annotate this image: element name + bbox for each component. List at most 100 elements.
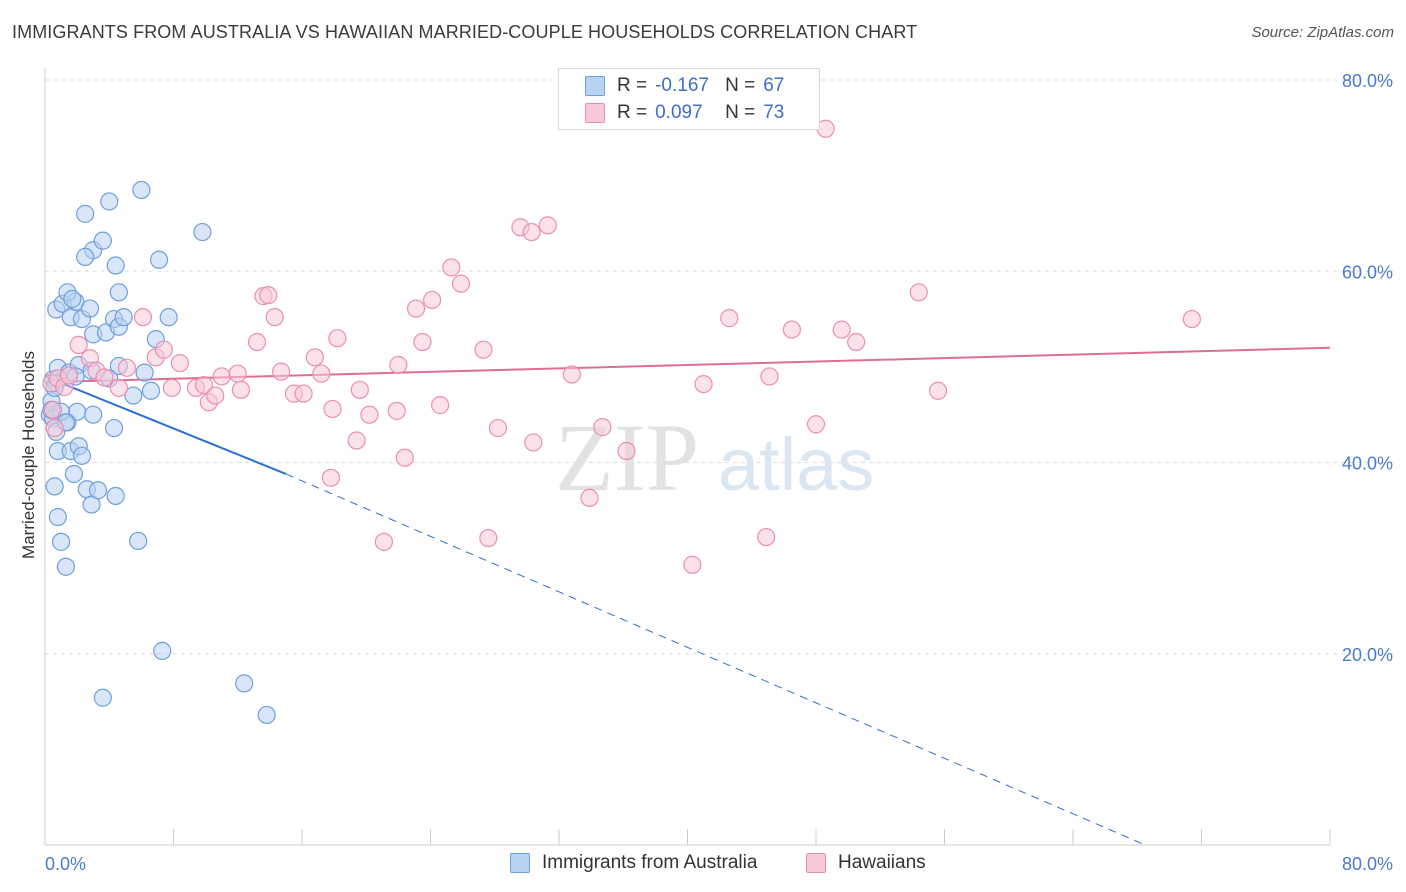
- point-hawaiians: [272, 362, 291, 381]
- point-hawaiians: [321, 468, 341, 487]
- point-australia: [93, 688, 112, 707]
- y-tick-label: 80.0%: [1342, 71, 1393, 91]
- point-australia: [63, 289, 82, 309]
- point-hawaiians: [720, 309, 739, 328]
- point-hawaiians: [154, 340, 173, 359]
- bottom-legend-hawaiians: Hawaiians: [806, 852, 926, 874]
- point-hawaiians: [757, 527, 776, 547]
- point-hawaiians: [117, 358, 137, 377]
- point-australia: [93, 231, 112, 250]
- point-hawaiians: [387, 401, 406, 420]
- point-hawaiians: [538, 216, 557, 235]
- source-label: Source: ZipAtlas.com: [1251, 24, 1394, 41]
- legend-row-australia: R = -0.167 N = 67: [585, 73, 784, 99]
- legend: R = -0.167 N = 67 R = 0.097 N = 73: [558, 68, 820, 130]
- point-hawaiians: [305, 348, 324, 367]
- legend-n-value: 67: [763, 75, 785, 96]
- point-hawaiians: [206, 386, 225, 405]
- point-hawaiians: [522, 222, 541, 242]
- tick-labels: 20.0% 40.0% 60.0% 80.0% 0.0% 80.0%: [45, 71, 1393, 874]
- point-australia: [257, 705, 276, 725]
- point-hawaiians: [133, 308, 153, 327]
- point-hawaiians: [265, 308, 284, 327]
- point-australia: [106, 486, 125, 506]
- point-hawaiians: [683, 555, 702, 574]
- trend-line-hawaiians: [44, 346, 1331, 384]
- point-australia: [100, 192, 119, 211]
- point-australia: [129, 531, 148, 551]
- point-hawaiians: [194, 375, 214, 395]
- point-hawaiians: [162, 378, 181, 398]
- point-hawaiians: [1182, 309, 1201, 329]
- point-hawaiians: [247, 332, 267, 352]
- y-tick-label: 60.0%: [1342, 262, 1393, 282]
- trend-line-australia-dashed: [285, 473, 1146, 846]
- legend-r-label: R =: [617, 102, 648, 123]
- point-hawaiians: [45, 418, 64, 438]
- point-australia: [88, 481, 108, 500]
- point-hawaiians: [95, 368, 114, 387]
- bottom-legend: Immigrants from Australia Hawaiians: [0, 852, 1406, 878]
- series-hawaiians: [42, 119, 1201, 574]
- point-australia: [76, 204, 95, 223]
- point-hawaiians: [488, 418, 508, 438]
- point-australia: [109, 283, 128, 302]
- point-hawaiians: [617, 441, 636, 461]
- bottom-legend-label-australia: Immigrants from Australia: [542, 852, 758, 873]
- y-tick-label: 20.0%: [1342, 645, 1393, 665]
- point-australia: [135, 363, 154, 382]
- point-australia: [76, 247, 95, 267]
- point-hawaiians: [109, 378, 128, 398]
- y-tick-label: 40.0%: [1342, 454, 1393, 474]
- bottom-legend-label-hawaiians: Hawaiians: [838, 852, 926, 873]
- point-hawaiians: [760, 367, 779, 386]
- point-hawaiians: [231, 380, 251, 399]
- point-hawaiians: [347, 431, 366, 450]
- point-hawaiians: [694, 374, 713, 394]
- legend-r-value: 0.097: [655, 102, 703, 123]
- point-hawaiians: [832, 320, 851, 339]
- point-hawaiians: [350, 380, 369, 399]
- y-axis-label: Married-couple Households: [19, 351, 38, 559]
- trend-lines: [44, 346, 1331, 846]
- point-hawaiians: [847, 332, 866, 352]
- point-hawaiians: [294, 384, 313, 403]
- point-hawaiians: [69, 335, 88, 354]
- bottom-legend-australia: Immigrants from Australia: [510, 852, 757, 874]
- point-hawaiians: [474, 340, 493, 359]
- x-tick-label-right: 80.0%: [1342, 854, 1393, 874]
- x-tick-label-left: 0.0%: [45, 854, 86, 874]
- point-hawaiians: [928, 381, 948, 400]
- legend-r-label: R =: [617, 75, 648, 96]
- point-hawaiians: [360, 405, 379, 424]
- point-hawaiians: [43, 400, 63, 420]
- point-australia: [124, 386, 143, 405]
- legend-r-value: -0.167: [655, 75, 709, 96]
- point-australia: [56, 557, 75, 576]
- point-australia: [80, 299, 100, 318]
- point-australia: [159, 308, 178, 327]
- watermark: ZIP atlas: [555, 404, 874, 511]
- point-australia: [51, 532, 71, 551]
- point-hawaiians: [524, 433, 543, 452]
- point-hawaiians: [423, 290, 442, 310]
- point-australia: [104, 418, 124, 438]
- point-australia: [193, 222, 212, 242]
- point-australia: [72, 446, 92, 465]
- point-hawaiians: [782, 320, 802, 339]
- point-australia: [64, 464, 84, 484]
- point-hawaiians: [374, 532, 394, 551]
- point-hawaiians: [562, 365, 581, 384]
- legend-n-value: 73: [763, 102, 785, 123]
- point-australia: [45, 477, 64, 496]
- point-hawaiians: [406, 299, 426, 318]
- point-hawaiians: [323, 399, 342, 419]
- bottom-legend-swatch-pink: [806, 853, 826, 873]
- point-australia: [132, 180, 151, 200]
- point-hawaiians: [442, 258, 461, 277]
- chart-title: IMMIGRANTS FROM AUSTRALIA VS HAWAIIAN MA…: [12, 22, 918, 42]
- point-hawaiians: [259, 286, 278, 305]
- legend-n-label: N =: [725, 75, 756, 96]
- watermark-atlas: atlas: [718, 423, 874, 506]
